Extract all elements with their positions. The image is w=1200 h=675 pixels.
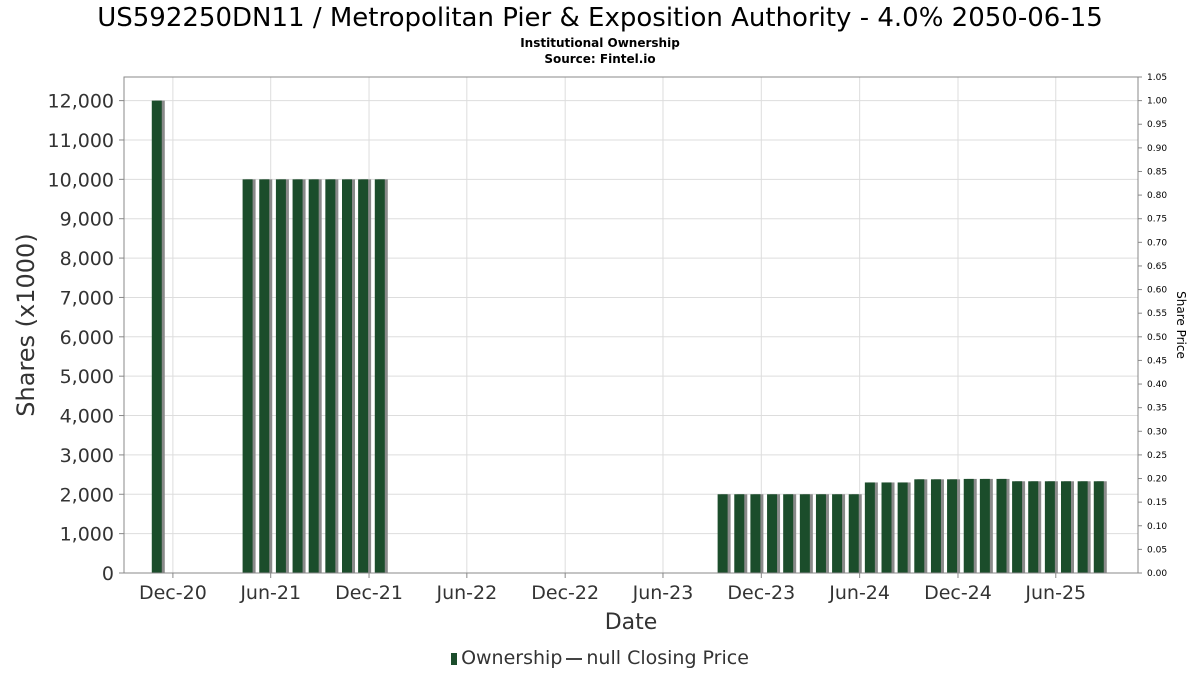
- legend-ownership-label: Ownership: [461, 647, 563, 669]
- ownership-bar: [783, 494, 794, 573]
- y2-tick-label: 0.10: [1147, 522, 1167, 532]
- ownership-bar: [308, 179, 319, 573]
- ownership-bar: [815, 494, 826, 573]
- ownership-bar: [963, 478, 974, 573]
- ownership-bar: [1044, 481, 1055, 573]
- legend: Ownership null Closing Price: [0, 647, 1200, 669]
- ownership-legend-swatch: [451, 652, 458, 665]
- y2-tick-label: 0.70: [1147, 238, 1167, 248]
- y-tick-label: 1,000: [60, 524, 114, 546]
- y2-tick-label: 0.80: [1147, 191, 1167, 201]
- y2-tick-label: 0.95: [1147, 120, 1167, 130]
- y2-tick-label: 0.35: [1147, 404, 1167, 414]
- ownership-bar: [897, 482, 908, 573]
- x-tick-label: Jun-21: [239, 582, 301, 604]
- y-tick-label: 2,000: [60, 484, 114, 506]
- closing-price-legend-line: [566, 657, 583, 660]
- y2-tick-label: 0.15: [1147, 498, 1167, 508]
- y2-tick-label: 0.20: [1147, 475, 1167, 485]
- ownership-bar: [1012, 481, 1023, 573]
- y2-tick-label: 0.90: [1147, 144, 1167, 154]
- y-tick-label: 7,000: [60, 287, 114, 309]
- x-tick-label: Jun-25: [1024, 582, 1086, 604]
- x-tick-label: Dec-24: [924, 582, 992, 604]
- x-tick-label: Jun-23: [632, 582, 694, 604]
- y2-tick-label: 0.55: [1147, 309, 1167, 319]
- y2-tick-label: 0.30: [1147, 427, 1167, 437]
- ownership-bar: [750, 494, 761, 573]
- x-tick-label: Dec-21: [335, 582, 403, 604]
- y-tick-label: 4,000: [60, 406, 114, 428]
- y2-tick-label: 0.60: [1147, 286, 1167, 296]
- ownership-bar: [864, 482, 875, 573]
- y2-tick-label: 0.05: [1147, 545, 1167, 555]
- y2-axis-label: Share Price: [1174, 291, 1188, 359]
- ownership-bar: [151, 100, 162, 573]
- x-tick-label: Dec-20: [139, 582, 207, 604]
- ownership-bar: [799, 494, 810, 573]
- y-tick-label: 8,000: [60, 248, 114, 270]
- ownership-bar: [358, 179, 369, 573]
- ownership-bar: [259, 179, 270, 573]
- ownership-chart: 0 1,000 2,000 3,000 4,000 5,000 6,000 7,000 8,00…: [12, 73, 1188, 635]
- ownership-bar: [292, 179, 303, 573]
- y2-tick-label: 0.40: [1147, 380, 1167, 390]
- y-tick-label: 6,000: [60, 327, 114, 349]
- chart-source: Source: Fintel.io: [544, 52, 656, 66]
- y-tick-label: 0: [102, 563, 114, 585]
- ownership-bar: [1077, 481, 1088, 573]
- ownership-bar: [930, 479, 941, 573]
- x-tick-label: Dec-22: [531, 582, 599, 604]
- y2-tick-label: 0.65: [1147, 262, 1167, 272]
- y2-tick-label: 0.50: [1147, 333, 1167, 343]
- ownership-bar: [717, 494, 728, 573]
- y-tick-label: 12,000: [48, 91, 114, 113]
- legend-closing-price-label: null Closing Price: [586, 647, 749, 669]
- ownership-bar: [979, 478, 990, 573]
- y2-tick-label: 0.85: [1147, 167, 1167, 177]
- y-tick-label: 5,000: [60, 366, 114, 388]
- chart-subtitle: Institutional Ownership: [520, 36, 680, 50]
- y2-tick-label: 0.75: [1147, 215, 1167, 225]
- x-axis-label: Date: [605, 610, 658, 635]
- ownership-bar: [734, 494, 745, 573]
- ownership-bar: [374, 179, 385, 573]
- y2-tick-label: 0.00: [1147, 569, 1167, 579]
- plot-border: [123, 76, 1139, 574]
- ownership-bar: [832, 494, 843, 573]
- y-tick-label: 3,000: [60, 445, 114, 467]
- y2-tick-label: 1.00: [1147, 97, 1167, 107]
- ownership-bar: [947, 479, 958, 573]
- ownership-bar: [914, 479, 925, 573]
- ownership-bar: [996, 478, 1007, 573]
- x-tick-label: Jun-22: [435, 582, 497, 604]
- y-tick-label: 10,000: [48, 169, 114, 191]
- ownership-bar: [1060, 481, 1071, 573]
- x-tick-label: Dec-23: [727, 582, 795, 604]
- y2-tick-label: 1.05: [1147, 73, 1167, 83]
- y-tick-label: 11,000: [48, 130, 114, 152]
- y-tick-label: 9,000: [60, 209, 114, 231]
- ownership-bar: [767, 494, 778, 573]
- ownership-bar: [1028, 481, 1039, 573]
- ownership-bar: [881, 482, 892, 573]
- chart-title: US592250DN11 / Metropolitan Pier & Expos…: [97, 3, 1103, 33]
- ownership-bar: [342, 179, 353, 573]
- ownership-bar: [325, 179, 336, 573]
- ownership-bar: [1093, 481, 1104, 573]
- ownership-bar: [242, 179, 253, 573]
- y2-tick-label: 0.45: [1147, 356, 1167, 366]
- x-tick-label: Jun-24: [828, 582, 890, 604]
- ownership-bar: [848, 494, 859, 573]
- ownership-bar: [275, 179, 286, 573]
- y-axis-label: Shares (x1000): [12, 233, 40, 416]
- y2-tick-label: 0.25: [1147, 451, 1167, 461]
